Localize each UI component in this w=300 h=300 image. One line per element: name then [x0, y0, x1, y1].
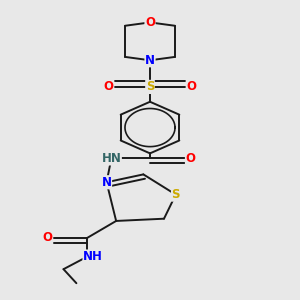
Text: O: O: [186, 80, 196, 93]
Text: O: O: [104, 80, 114, 93]
Text: S: S: [146, 80, 154, 93]
Text: O: O: [185, 152, 196, 165]
Text: S: S: [172, 188, 180, 201]
Text: O: O: [43, 231, 53, 244]
Text: HN: HN: [101, 152, 121, 165]
Text: N: N: [145, 54, 155, 67]
Text: N: N: [102, 176, 112, 189]
Text: O: O: [145, 16, 155, 29]
Text: NH: NH: [83, 250, 103, 263]
